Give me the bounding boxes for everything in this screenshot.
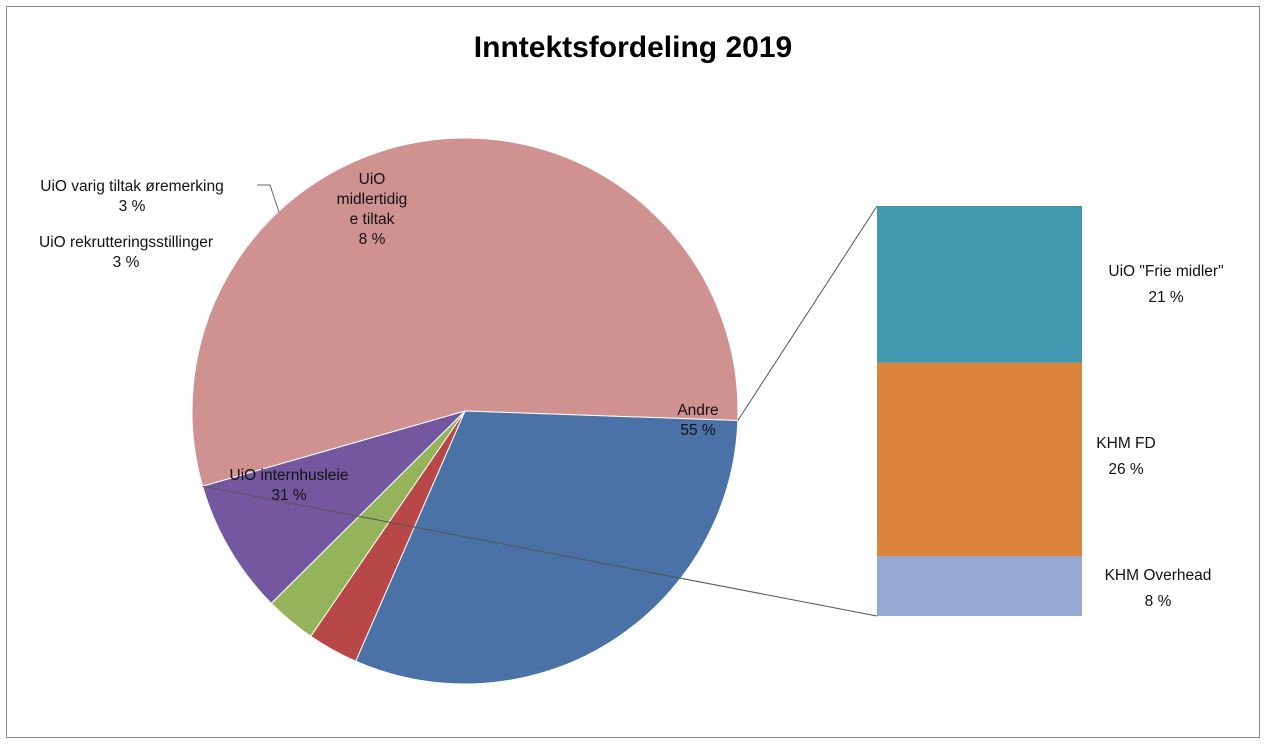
data-labels: Andre 55 % UiO internhusleie 31 % UiO rekrut… [39,171,1224,610]
data-label-andre-name-0: Andre [677,402,718,419]
connector-lines [202,205,878,617]
pie-slice-uio-midlertidige-tiltak [201,410,466,605]
chart-title: Inntektsfordeling 2019 [474,31,792,64]
bar-label-khm-overhead-value: 8 % [1145,593,1172,610]
data-label-uio-varig-tiltak-remerking-name-0: UiO varig tiltak øremerking [40,178,223,195]
connector-line-bottom [202,485,878,617]
bar-label-khm-overhead: KHM Overhead [1105,567,1212,584]
data-label-uio-midlertidige-tiltak-name-2: e tiltak [350,211,395,228]
data-label-uio-internhusleie-value: 31 % [271,487,307,504]
pie-slice-uio-internhusleie [355,410,739,685]
bar-label-uio-frie-midler: UiO "Frie midler" [1108,263,1223,280]
connector-line-top [737,205,878,421]
data-label-uio-rekrutteringsstillinger-value: 3 % [113,254,140,271]
data-label-uio-varig-tiltak-remerking-value: 3 % [119,198,146,215]
data-label-uio-rekrutteringsstillinger-name-0: UiO rekrutteringsstillinger [39,234,213,251]
bar-label-khm-fd: KHM FD [1096,435,1155,452]
data-label-uio-internhusleie-name-0: UiO internhusleie [230,467,349,484]
data-label-uio-midlertidige-tiltak-value: 8 % [359,231,386,248]
data-label-uio-midlertidige-tiltak-name-1: midlertidig [337,191,408,208]
bar-label-khm-fd-value: 26 % [1108,461,1144,478]
leader-line-uio-varig-tiltak-remerking [257,184,280,213]
stacked-bar-group [877,206,1082,616]
bar-segment-khm-fd [877,362,1082,557]
data-label-uio-midlertidige-tiltak-name-0: UiO [359,171,386,188]
bar-label-uio-frie-midler-value: 21 % [1148,289,1184,306]
bar-segment-uio-frie-midler [877,206,1082,363]
data-label-andre-value: 55 % [680,422,716,439]
bar-segment-khm-overhead [877,556,1082,616]
pie-slice-andre [191,137,739,487]
pie-group [191,137,739,685]
